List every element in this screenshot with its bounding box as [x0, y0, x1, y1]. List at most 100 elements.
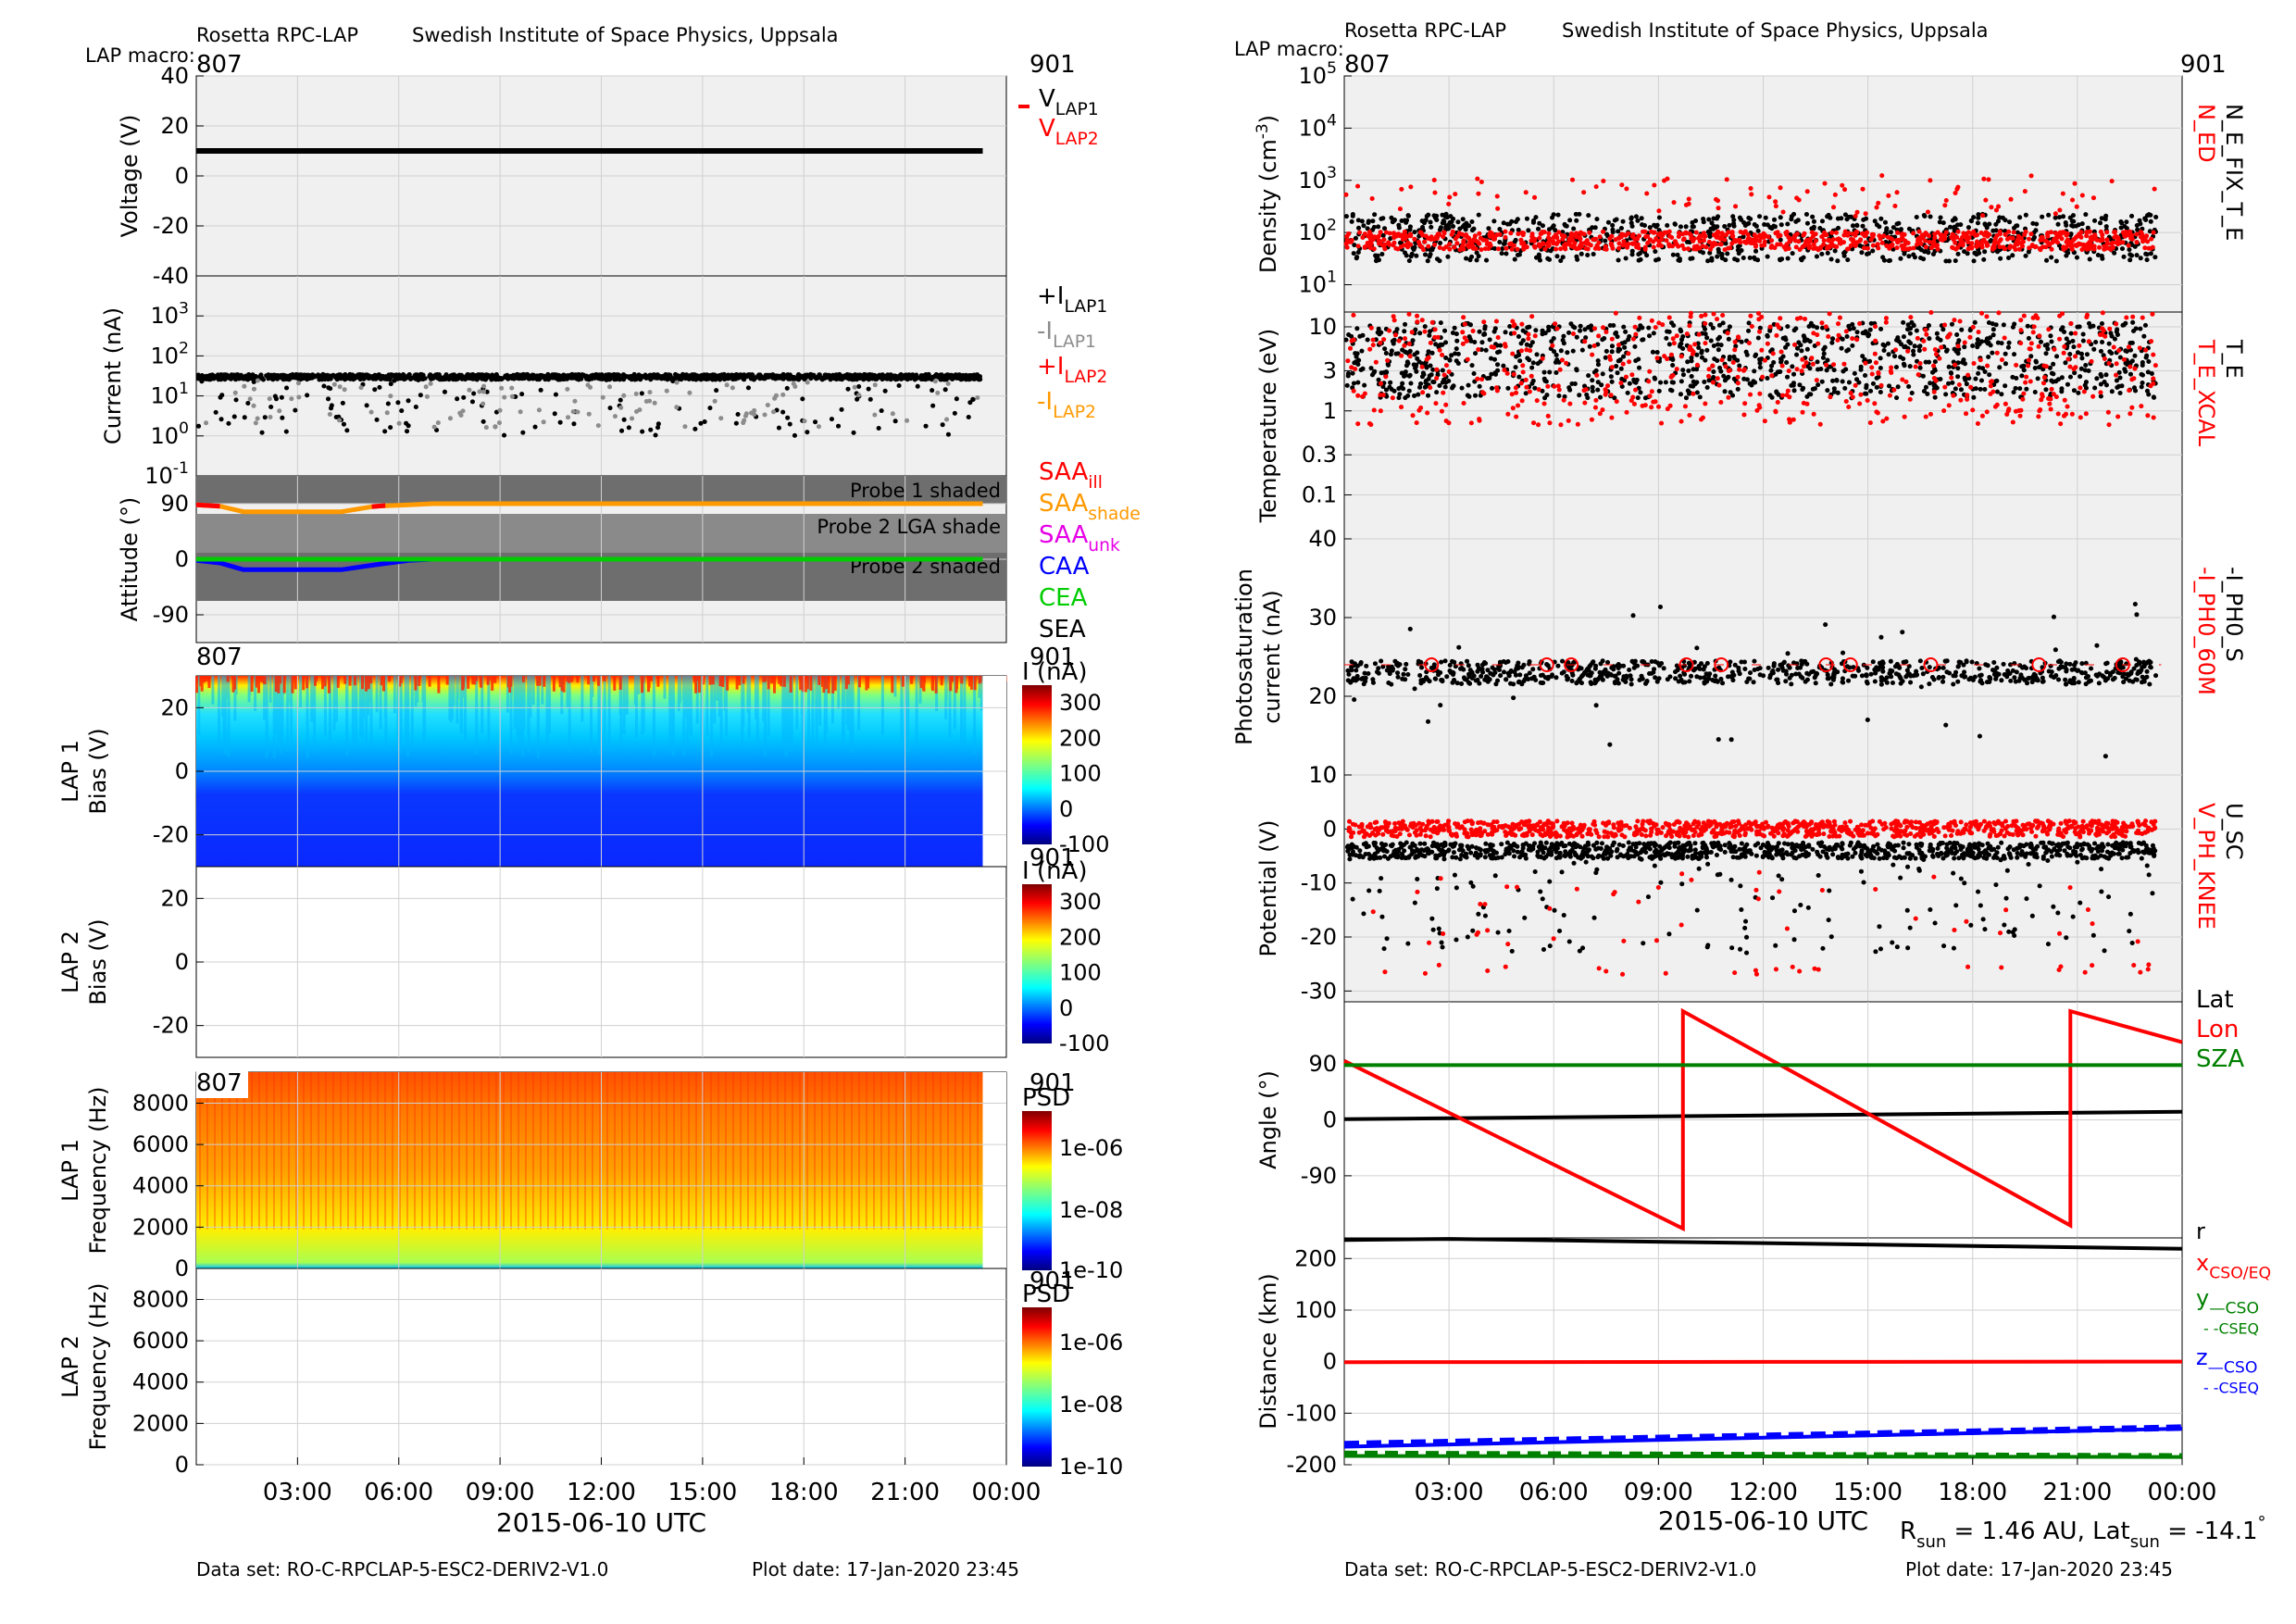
header-right-instrument: Rosetta RPC-LAP	[1344, 19, 1507, 42]
panel-voltage: 40 20 0 -20 -40 Voltage (V)	[117, 63, 1029, 289]
header-right-macro-label: LAP macro:	[1234, 38, 1344, 60]
panel-potential: 10 0 -10 -20 -30 Potential (V)	[1255, 762, 2183, 1004]
macro-end: 901	[2180, 51, 2227, 79]
y-tick-label: 0	[1323, 1107, 1337, 1133]
colorbar-tick: 100	[1059, 761, 1102, 787]
series-line	[1343, 1424, 2183, 1448]
panel-angle: 90 0 -90 Angle (°)	[1255, 1001, 2183, 1239]
y-tick-label: 102	[150, 340, 189, 369]
macro-start: 807	[1344, 51, 1391, 79]
current-spikes	[196, 377, 976, 438]
heatmap-stripes	[199, 1072, 979, 1230]
series-line	[1343, 1450, 2183, 1459]
header-right-institute: Swedish Institute of Space Physics, Upps…	[1562, 19, 1989, 42]
x-tick-label: 06:00	[1519, 1479, 1589, 1506]
x-tick-label: 18:00	[1938, 1479, 2007, 1506]
y-tick-label: 0	[175, 163, 189, 189]
colorbar-label: PSD	[1022, 1084, 1070, 1112]
photo-marker	[1714, 657, 1729, 672]
colorbar-tick: 1e-10	[1059, 1454, 1123, 1480]
y-tick-label: 10	[1308, 762, 1337, 788]
x-tick-label: 18:00	[769, 1479, 839, 1506]
x-tick-label: 15:00	[668, 1479, 737, 1506]
legend-item: y—CSO	[2196, 1285, 2259, 1318]
x-tick-label: 09:00	[466, 1479, 535, 1506]
y-tick-label: 40	[1308, 526, 1337, 552]
y-axis-title: LAP 2	[57, 1335, 83, 1398]
colorbar-tick: 1e-06	[1059, 1330, 1123, 1355]
legend-item: -ILAP1	[1037, 318, 1096, 352]
legend-item: SEA	[1039, 616, 1086, 643]
colorbar-tick: -100	[1059, 831, 1109, 857]
y-axis-title: Frequency (Hz)	[85, 1087, 111, 1255]
photo-marker	[1678, 657, 1694, 672]
y-axis-title: Bias (V)	[85, 728, 111, 814]
y-tick-label: 4000	[132, 1173, 189, 1199]
y-tick-label: 105	[1298, 59, 1337, 89]
panel-lap1_psd: 8000 6000 4000 2000 0 LAP 1 Frequency (Hz)	[57, 1067, 1052, 1281]
x-axis-title: 2015-06-10 UTC	[1658, 1505, 1868, 1536]
y-tick-label: 0.1	[1302, 482, 1337, 508]
y-tick-label: 1	[1323, 398, 1337, 424]
x-tick-label: 00:00	[972, 1479, 1042, 1506]
y-tick-label: -40	[153, 263, 189, 289]
legend-item: -ILAP2	[1037, 388, 1096, 422]
y-tick-label: 6000	[132, 1328, 189, 1354]
panel-lap2_sweep: 20 0 -20 LAP 2 Bias (V)	[57, 866, 1052, 1058]
legend-item: SAAunk	[1039, 521, 1120, 556]
legend-item: Lat	[2196, 986, 2234, 1014]
macro-end: 901	[1029, 844, 1076, 872]
y-tick-label: 20	[160, 885, 189, 911]
y-tick-label: 103	[150, 299, 189, 329]
side-label: V_PH_KNEE	[2193, 803, 2219, 930]
y-tick-label: 0	[175, 949, 189, 975]
y-tick-label: 2000	[132, 1410, 189, 1436]
footer-right-dataset: Data set: RO-C-RPCLAP-5-ESC2-DERIV2-V1.0	[1344, 1558, 1757, 1580]
legend-item: - -CSEQ	[2203, 1380, 2259, 1397]
y-tick-label: 100	[150, 419, 189, 449]
colorbar	[1022, 685, 1052, 844]
header-left-instrument: Rosetta RPC-LAP	[196, 24, 359, 46]
photo-marker	[1564, 657, 1579, 672]
panel-density	[1343, 75, 2183, 313]
legend-item: CAA	[1039, 553, 1090, 581]
panel-current: Current (nA)	[100, 275, 1007, 477]
colorbar-tick: 1e-08	[1059, 1392, 1123, 1418]
macro-end: 901	[1029, 643, 1076, 671]
y-axis-title: LAP 1	[57, 740, 83, 803]
y-tick-label: -100	[1287, 1400, 1337, 1426]
legend-item: SAAshade	[1039, 490, 1141, 524]
series-saa-ill	[195, 502, 220, 509]
legend-item: +ILAP1	[1037, 282, 1107, 317]
x-tick-label: 06:00	[364, 1479, 433, 1506]
colorbar-tick: 1e-06	[1059, 1135, 1123, 1161]
legend-item: CEA	[1039, 584, 1088, 612]
panel-lap1_sweep: 20 0 -20 LAP 1 Bias (V)	[57, 675, 1052, 868]
y-tick-label: -90	[153, 602, 189, 628]
legend-item: VLAP2	[1039, 115, 1099, 149]
y-tick-label: 2000	[132, 1214, 189, 1240]
legend-item: - -CSEQ	[2203, 1320, 2259, 1338]
y-tick-label: 20	[160, 694, 189, 720]
y-tick-label: 0	[1323, 816, 1337, 842]
legend-item: Lon	[2196, 1016, 2239, 1043]
photo-marker	[1424, 657, 1440, 672]
legend-item: z—CSO	[2196, 1344, 2257, 1377]
y-tick-label: 0	[175, 546, 189, 572]
colorbar-tick: 0	[1059, 995, 1073, 1021]
colorbar	[1022, 1307, 1052, 1467]
potential-points-black	[1344, 840, 2158, 861]
y-axis-title: Current (nA)	[100, 307, 126, 444]
side-label: -I_PH0_S	[2221, 567, 2247, 662]
footer-left-plotdate: Plot date: 17-Jan-2020 23:45	[752, 1558, 1019, 1580]
y-tick-label: 103	[1298, 164, 1337, 194]
series-line	[1343, 1237, 2183, 1251]
photo-marker	[1818, 657, 1834, 672]
x-tick-label: 21:00	[2042, 1479, 2112, 1506]
density-points-red	[1343, 229, 2156, 253]
photo-outliers	[1352, 602, 2140, 759]
y-tick-label: 0	[175, 758, 189, 784]
x-axis-title: 2015-06-10 UTC	[496, 1507, 706, 1538]
y-tick-label: 20	[160, 113, 189, 139]
macro-end: 901	[1029, 51, 1076, 79]
